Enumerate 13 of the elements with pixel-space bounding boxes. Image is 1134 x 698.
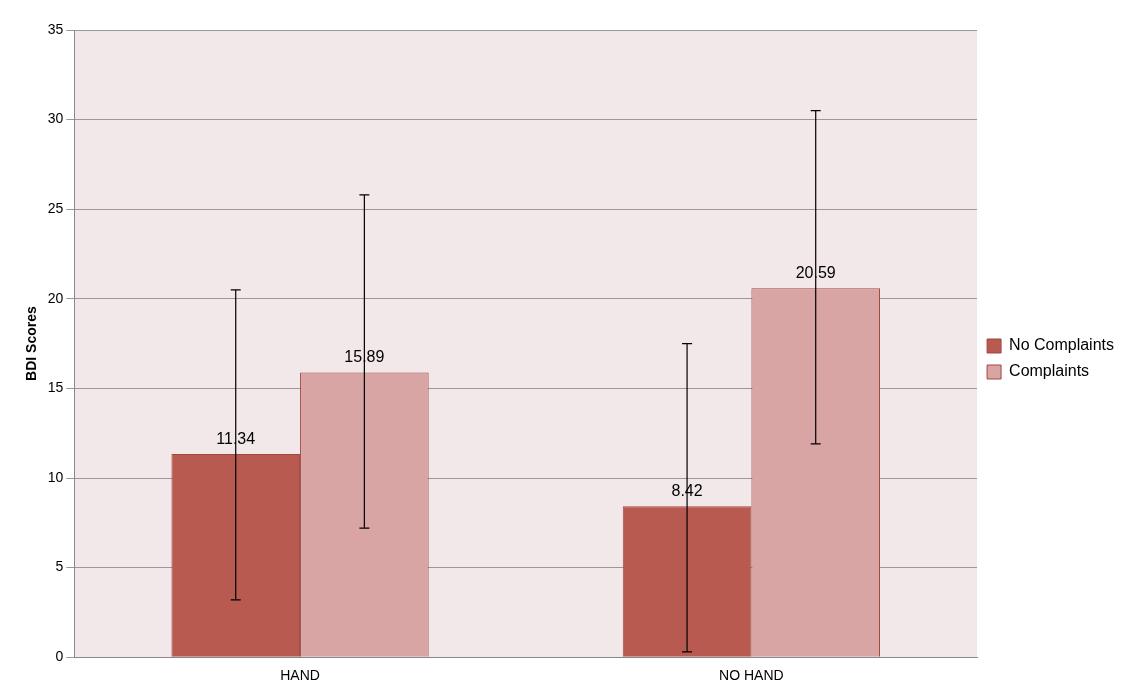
y-tick-label: 10 [47, 468, 64, 485]
y-tick-label: 15 [47, 379, 64, 396]
y-tick-label: 35 [47, 20, 64, 37]
y-tick-label: 20 [47, 289, 64, 306]
legend-label: No Complaints [1009, 336, 1115, 354]
legend-label: Complaints [1009, 362, 1090, 380]
y-tick-label: 5 [55, 558, 64, 575]
x-tick-label: NO HAND [719, 667, 784, 684]
y-axis-title: BDI Scores [23, 306, 40, 381]
y-tick-label: 25 [47, 200, 64, 217]
y-tick-label: 0 [55, 648, 64, 665]
x-tick-label: HAND [280, 667, 320, 684]
y-tick-label: 30 [47, 110, 64, 127]
